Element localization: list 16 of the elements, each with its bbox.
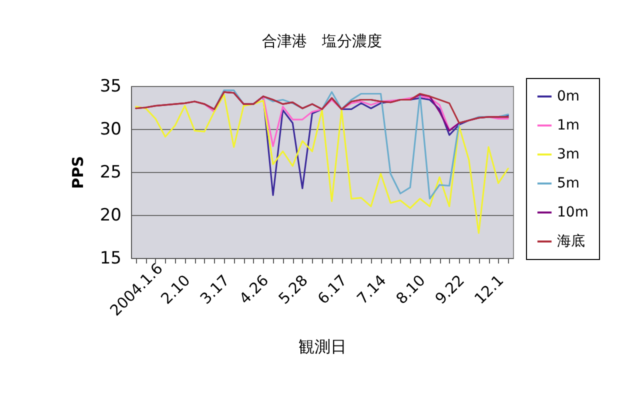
y-tick-label: 15 bbox=[100, 248, 122, 268]
y-tick-label: 30 bbox=[100, 120, 122, 140]
y-tick-label: 20 bbox=[100, 206, 122, 226]
legend-label: 海底 bbox=[557, 234, 585, 250]
chart-title: 合津港 塩分濃度 bbox=[262, 32, 382, 50]
y-tick-label: 35 bbox=[100, 76, 122, 96]
legend-label: 3m bbox=[557, 146, 580, 162]
legend-label: 1m bbox=[557, 118, 580, 134]
y-axis-title: PPS bbox=[68, 156, 87, 189]
legend-label: 5m bbox=[557, 176, 580, 192]
line-series bbox=[135, 91, 509, 124]
x-axis-title: 観測日 bbox=[298, 336, 346, 356]
legend-label: 10m bbox=[557, 204, 588, 220]
legend-label: 0m bbox=[557, 88, 580, 104]
line-series bbox=[135, 94, 509, 234]
y-tick-label: 25 bbox=[100, 162, 122, 182]
